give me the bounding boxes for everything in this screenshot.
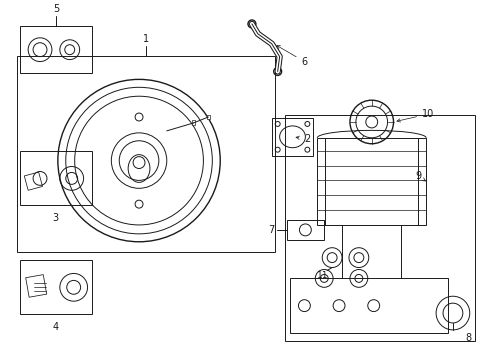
Text: 4: 4 <box>53 322 59 332</box>
Text: 6: 6 <box>276 45 307 67</box>
Text: 5: 5 <box>53 4 59 14</box>
Text: 11: 11 <box>317 271 328 280</box>
Bar <box>192 121 195 125</box>
Bar <box>317 138 426 225</box>
Text: 3: 3 <box>53 213 59 223</box>
Bar <box>20 260 91 314</box>
Bar <box>206 114 209 120</box>
Bar <box>289 278 447 333</box>
Bar <box>24 172 42 190</box>
Bar <box>17 55 274 252</box>
Bar <box>284 115 474 341</box>
Bar <box>26 275 46 297</box>
Text: 8: 8 <box>465 333 471 343</box>
Text: 9: 9 <box>414 171 425 181</box>
Bar <box>20 151 91 205</box>
Bar <box>286 220 324 240</box>
Text: 1: 1 <box>142 34 149 44</box>
Text: 7: 7 <box>268 225 274 235</box>
Text: 10: 10 <box>396 109 433 122</box>
Bar <box>20 26 91 73</box>
Text: 2: 2 <box>295 134 310 144</box>
Bar <box>271 118 313 156</box>
